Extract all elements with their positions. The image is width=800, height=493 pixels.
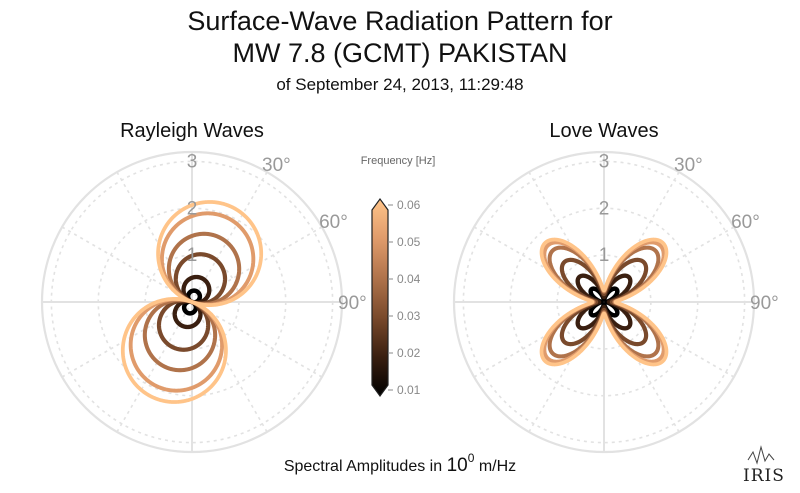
angular-gridline [191,301,268,433]
radial-tick-label: 2 [187,198,198,219]
colorbar-ramp [371,197,389,398]
rayleigh-polar-plot: 1 2 3 30° 60° 90° [40,150,367,454]
love-lobe-0.03hz [559,257,649,347]
angle-tick-label: 60° [319,212,348,233]
radial-tick-label: 3 [599,151,610,172]
angular-gridline [116,301,193,433]
love-polar-plot: 1 2 3 30° 60° 90° [452,150,779,454]
rayleigh-lobe-0.06hz [120,200,264,404]
radial-tick-label: 3 [187,151,198,172]
colorbar-tick-label: 0.03 [397,309,421,323]
radial-tick-label: 2 [599,198,610,219]
angle-tick-label: 90° [338,293,367,314]
iris-logo-text: IRIS [743,466,785,486]
colorbar-tick-label: 0.04 [397,272,421,286]
figure-title-line3: of September 24, 2013, 11:29:48 [276,75,523,94]
seismogram-icon [747,445,775,465]
angle-tick-label: 30° [262,155,291,176]
figure-title-line2: MW 7.8 (GCMT) PAKISTAN [232,38,567,68]
radial-tick-label: 1 [187,245,198,266]
love-lobe-0.06hz [539,237,669,367]
x-axis-label-unit: m/Hz [474,458,516,475]
x-axis-label-base: 10 [447,455,468,476]
colorbar-tick-label: 0.01 [397,383,421,397]
love-lobe-0.01hz [588,286,620,318]
colorbar-tick-label: 0.05 [397,235,421,249]
x-axis-label-prefix: Spectral Amplitudes in [284,458,447,475]
colorbar-tick-label: 0.02 [397,346,421,360]
colorbar-title: Frequency [Hz] [361,155,436,167]
angle-tick-label: 30° [674,155,703,176]
love-lobe-0.02hz [575,273,633,331]
angular-gridline [191,171,268,303]
angular-gridline [116,171,193,303]
love-title: Love Waves [549,120,658,142]
x-axis-label: Spectral Amplitudes in 100 m/Hz [284,451,516,476]
radial-tick-label: 1 [599,245,610,266]
iris-logo: IRIS [743,445,785,486]
angle-tick-label: 90° [750,293,779,314]
figure-title-line1: Surface-Wave Radiation Pattern for [187,6,612,36]
x-axis-label-exponent: 0 [468,451,475,465]
colorbar-tick-label: 0.06 [397,198,421,212]
rayleigh-title: Rayleigh Waves [120,120,264,142]
angle-tick-label: 60° [731,212,760,233]
frequency-colorbar: Frequency [Hz] 0.06 0.05 0.04 0.03 0.02 0.01 [361,155,436,398]
